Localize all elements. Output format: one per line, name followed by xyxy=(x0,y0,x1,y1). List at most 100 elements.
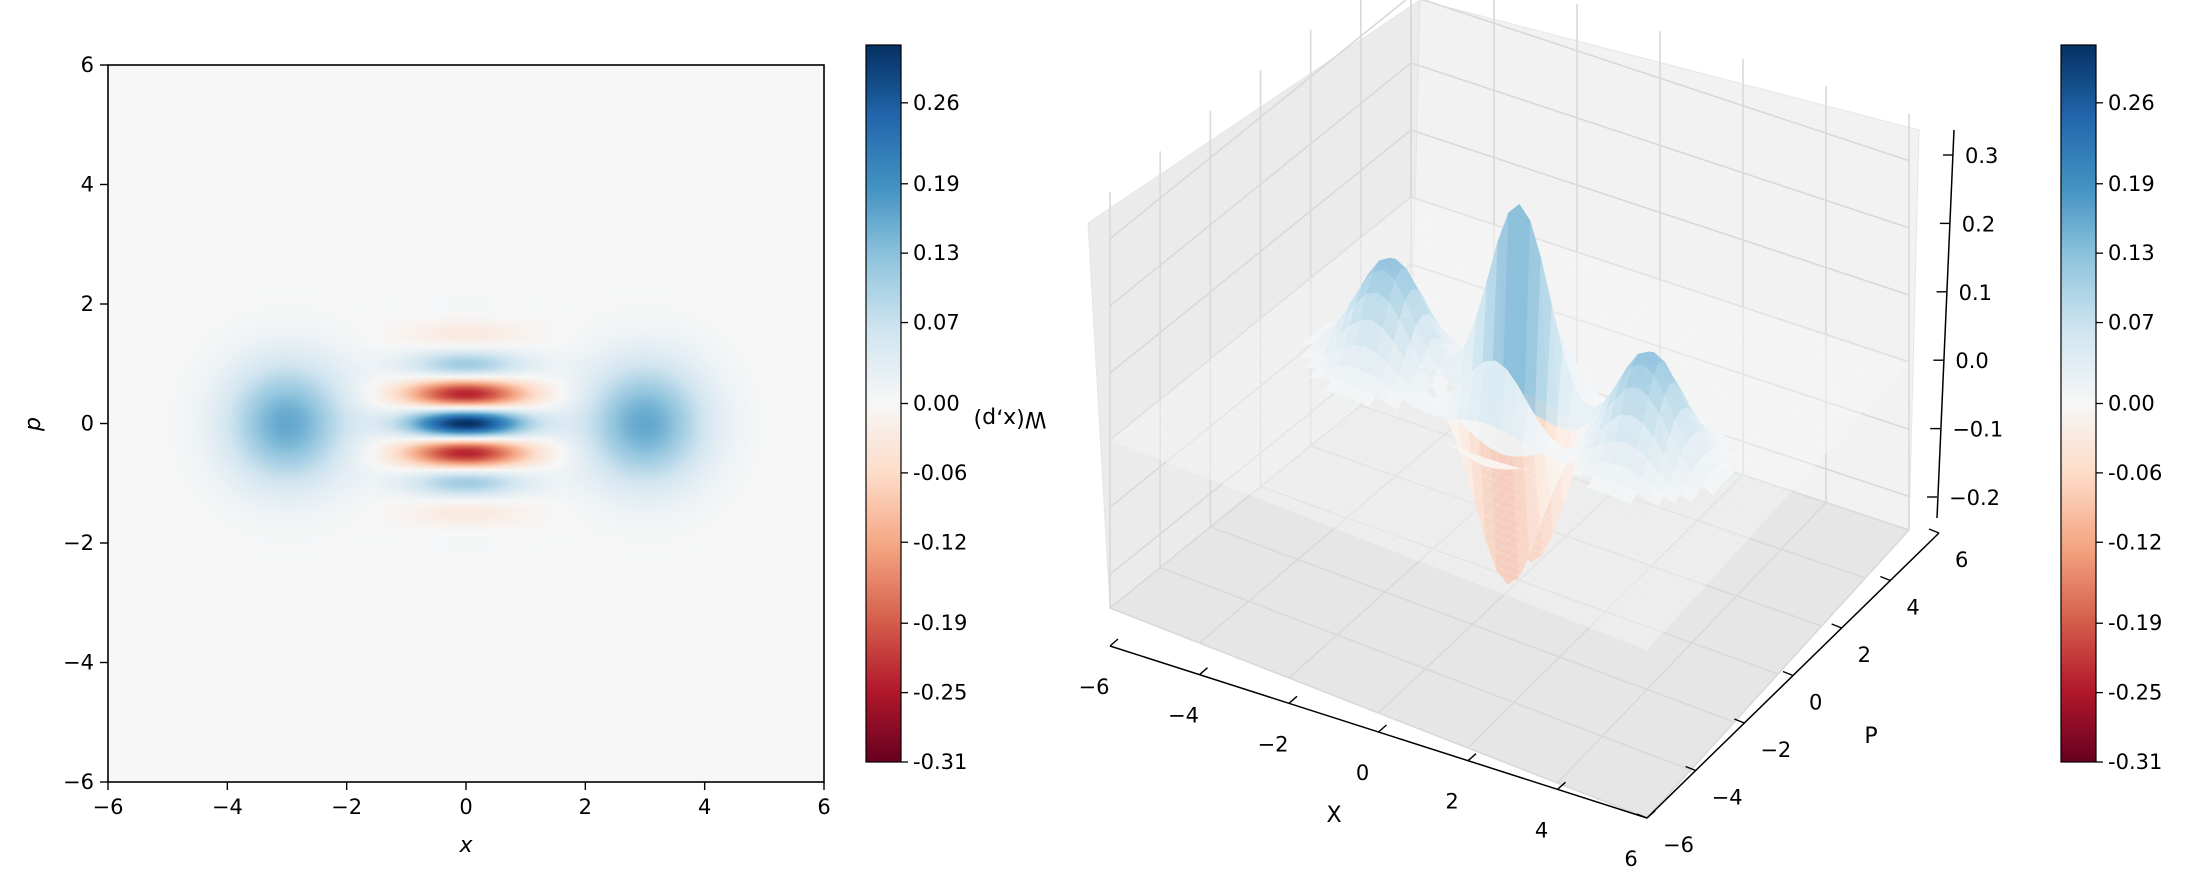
surface-cell xyxy=(1423,253,1441,264)
surface-cell xyxy=(1214,362,1233,373)
surface-cell xyxy=(1696,485,1714,502)
heatmap-x-ticks: −6 −4 −2 0 2 4 6 xyxy=(93,782,831,819)
surface-p-tick xyxy=(1928,528,1940,534)
surface-cell xyxy=(1301,478,1320,489)
surface-cell xyxy=(1687,328,1705,338)
surface-cell xyxy=(1195,378,1214,388)
surface-cell xyxy=(1311,309,1329,318)
surface-cell xyxy=(1686,343,1704,353)
surface-cell xyxy=(1849,375,1867,386)
surface-cell xyxy=(1408,205,1426,215)
surface-cell xyxy=(1585,563,1603,575)
surface-cell xyxy=(1861,348,1879,359)
surface-cell xyxy=(1344,526,1363,537)
surface-cell xyxy=(1490,551,1509,562)
surface-cell xyxy=(1579,585,1597,597)
surface-cell xyxy=(1448,473,1467,484)
surface-cell xyxy=(1664,350,1682,361)
surface-cell xyxy=(1379,217,1397,227)
surface-cell xyxy=(1200,387,1219,398)
heatmap-x-label: x xyxy=(458,833,473,858)
surface-cell xyxy=(1629,548,1647,560)
surface-cell xyxy=(1731,397,1749,408)
surface-cell xyxy=(1436,484,1455,495)
surface-cell xyxy=(1762,454,1780,465)
surface-cell xyxy=(1778,452,1796,463)
surface-cell xyxy=(1294,499,1313,510)
surface-cell xyxy=(1403,471,1422,482)
surface-cell xyxy=(1441,493,1460,505)
surface-cell xyxy=(1679,509,1697,522)
surface-cell xyxy=(1218,439,1237,450)
surface-cell xyxy=(1294,310,1312,320)
surface-cell xyxy=(1398,201,1416,211)
surface-colorbar-tick-label: -0.25 xyxy=(2108,681,2162,705)
surface-cell xyxy=(1447,488,1466,499)
surface-cell xyxy=(1800,413,1818,424)
surface-cell xyxy=(1495,577,1514,588)
surface-cell xyxy=(1568,332,1586,343)
surface-cell xyxy=(1563,539,1581,551)
surface-cell xyxy=(1788,324,1806,334)
surface-cell xyxy=(1502,524,1520,535)
surface-cell xyxy=(1679,559,1697,571)
surface-cell xyxy=(1808,361,1825,372)
surface-cell xyxy=(1178,379,1197,389)
surface-cell xyxy=(1810,448,1828,459)
surface-cell xyxy=(1434,257,1452,267)
surface-cell xyxy=(1661,312,1679,322)
surface-cell xyxy=(1778,468,1795,479)
surface-cell xyxy=(1280,455,1299,466)
surface-cell xyxy=(1704,410,1722,420)
surface-cell xyxy=(1283,307,1302,317)
surface-cell xyxy=(1276,431,1295,442)
surface-cell xyxy=(1541,531,1559,542)
surface-cell xyxy=(1122,424,1141,435)
surface-cell xyxy=(1726,303,1744,314)
surface-cell xyxy=(1684,521,1703,533)
surface-cell xyxy=(1380,493,1398,504)
surface-cell xyxy=(1300,493,1319,504)
surface-cell xyxy=(1508,518,1526,530)
surface-cell xyxy=(1820,334,1837,345)
surface-cell xyxy=(1297,454,1316,465)
surface-cell xyxy=(1230,376,1249,386)
surface-cell xyxy=(1573,591,1592,603)
surface-cell xyxy=(1414,236,1433,246)
surface-cell xyxy=(1182,455,1201,466)
surface-cell xyxy=(1242,433,1260,444)
surface-cell xyxy=(1352,251,1370,261)
surface-cell xyxy=(1860,363,1878,374)
surface-cell xyxy=(1688,313,1706,324)
surface-cell xyxy=(1803,351,1820,362)
surface-cell xyxy=(1373,514,1392,525)
surface-cell xyxy=(1513,544,1531,555)
surface-cell xyxy=(1800,428,1818,439)
surface-cell xyxy=(1767,332,1784,342)
surface-cell xyxy=(1240,447,1259,458)
surface-cell xyxy=(1851,344,1868,355)
surface-cell xyxy=(1629,533,1648,544)
surface-cell xyxy=(1322,262,1341,272)
surface-cell xyxy=(1366,434,1385,445)
heatmap-y-label: p xyxy=(21,417,46,432)
surface-cell xyxy=(1555,291,1573,301)
surface-cell xyxy=(1563,555,1581,567)
surface-cell xyxy=(1646,627,1664,639)
surface-cell xyxy=(1317,408,1336,419)
surface-cell xyxy=(1685,358,1703,368)
surface-cell xyxy=(1732,381,1750,392)
surface-cell xyxy=(1465,471,1483,482)
surface-x-tick-label: −4 xyxy=(1168,704,1199,728)
surface-cell xyxy=(1676,324,1694,335)
surface-cell xyxy=(1295,296,1314,307)
surface-cell xyxy=(1563,323,1581,334)
surface-cell xyxy=(1822,405,1840,416)
surface-cell xyxy=(1569,266,1587,276)
surface-grid-line xyxy=(1109,61,1910,307)
heatmap-x-tick-label: 2 xyxy=(579,795,592,819)
surface-cell xyxy=(1635,558,1653,570)
surface-cell xyxy=(1654,332,1672,343)
surface-cell xyxy=(1392,467,1411,478)
surface-cell xyxy=(1583,345,1601,356)
